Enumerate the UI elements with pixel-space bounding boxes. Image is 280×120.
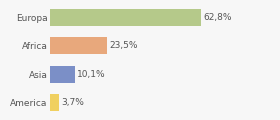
Bar xyxy=(50,37,107,54)
Bar xyxy=(50,66,74,83)
Bar xyxy=(50,9,200,26)
Text: 10,1%: 10,1% xyxy=(77,70,106,79)
Bar xyxy=(50,94,59,111)
Text: 23,5%: 23,5% xyxy=(109,41,137,50)
Text: 62,8%: 62,8% xyxy=(203,13,231,22)
Text: 3,7%: 3,7% xyxy=(62,98,85,107)
